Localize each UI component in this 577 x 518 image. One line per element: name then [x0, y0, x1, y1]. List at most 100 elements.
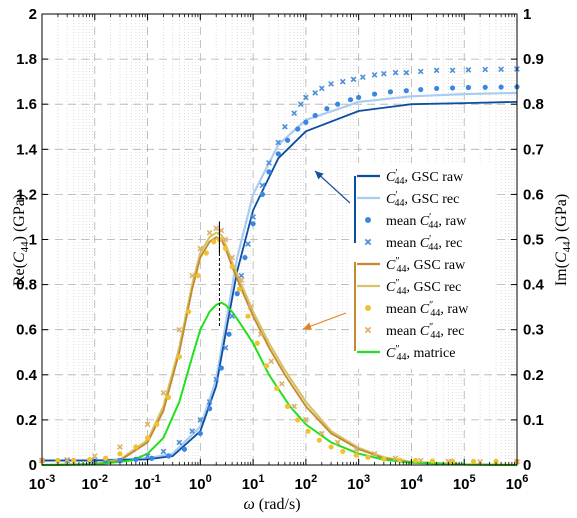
- data-point-storage_mean_raw: [347, 97, 354, 103]
- data-point-storage_mean_raw: [449, 85, 456, 91]
- data-point-storage_mean_raw: [149, 455, 155, 461]
- data-point-storage_mean_rec: [380, 70, 387, 77]
- y-right-tick-label: 0.7: [523, 141, 544, 158]
- data-point-loss_mean_rec: [206, 229, 213, 236]
- y-axis-right-label: Im(C44) (GPa): [553, 194, 573, 286]
- data-point-storage_mean_rec: [176, 439, 183, 446]
- data-point-storage_mean_rec: [433, 67, 440, 74]
- data-point-loss_mean_raw: [328, 444, 334, 450]
- data-point-storage_mean_rec: [206, 398, 213, 405]
- data-point-loss_mean_rec: [213, 225, 220, 232]
- data-point-storage_mean_raw: [403, 88, 409, 94]
- x-tick-label: 100: [189, 473, 212, 493]
- series-layer: [39, 66, 520, 467]
- data-point-storage_mean_rec: [392, 69, 399, 76]
- data-point-storage_mean_rec: [259, 182, 266, 189]
- data-point-storage_mean_rec: [303, 94, 309, 101]
- data-point-loss_mean_rec: [303, 417, 309, 423]
- data-point-loss_mean_rec: [197, 245, 204, 252]
- data-point-loss_mean_rec: [189, 272, 196, 279]
- series-line-matrice: [41, 301, 518, 466]
- data-point-loss_mean_raw: [429, 458, 436, 464]
- data-point-storage_mean_raw: [312, 112, 318, 119]
- legend-swatch-storage_mean_raw: [365, 217, 371, 223]
- x-tick-label: 10-3: [29, 473, 55, 493]
- data-point-loss_mean_raw: [470, 458, 477, 464]
- y-left-tick-label: 1.4: [16, 141, 38, 158]
- data-point-storage_mean_raw: [181, 446, 188, 452]
- data-point-storage_mean_raw: [303, 119, 309, 125]
- y-left-tick-label: 1.2: [16, 186, 37, 203]
- data-point-loss_mean_raw: [254, 340, 260, 346]
- x-tick-label: 10-2: [82, 473, 108, 493]
- data-point-storage_mean_raw: [234, 291, 240, 297]
- data-point-loss_mean_rec: [222, 236, 229, 243]
- y-left-tick-label: 2: [29, 6, 37, 23]
- data-point-storage_mean_raw: [418, 86, 424, 93]
- data-point-loss_mean_raw: [55, 457, 61, 464]
- data-point-storage_mean_rec: [222, 344, 229, 351]
- y-right-tick-label: 0.2: [523, 367, 544, 384]
- legend-label-storage_raw: C′ 44, GSC raw: [386, 168, 464, 187]
- data-point-loss_mean_rec: [176, 326, 183, 333]
- y-right-tick-label: 1: [523, 6, 531, 23]
- data-point-storage_mean_raw: [250, 221, 256, 227]
- data-point-loss_mean_raw: [263, 363, 270, 369]
- legend-label-storage_mean_rec: mean C′ 44, rec: [386, 234, 462, 253]
- legend: C′ 44, GSC raw C′ 44, GSC rec mean C′ 44, raw…: [350, 163, 495, 369]
- data-point-loss_mean_rec: [144, 421, 151, 428]
- legend-label-storage_mean_raw: mean C′ 44, raw: [386, 212, 467, 231]
- x-axis-label: ω (rad/s): [243, 496, 300, 513]
- data-point-storage_mean_raw: [197, 430, 203, 437]
- data-point-loss_mean_rec: [371, 450, 378, 457]
- data-point-loss_mean_rec: [334, 439, 341, 446]
- legend-label-matrice: C″ 44, matrice: [386, 344, 456, 363]
- series-line-loss_raw: [41, 236, 518, 466]
- data-point-loss_mean_raw: [203, 250, 209, 256]
- data-point-storage_mean_rec: [359, 74, 366, 81]
- y-left-tick-label: 0.6: [16, 322, 37, 339]
- data-point-loss_mean_raw: [353, 452, 359, 458]
- data-point-storage_mean_raw: [371, 91, 378, 97]
- legend-swatch-storage_mean_rec: [364, 238, 372, 246]
- data-point-storage_mean_rec: [229, 313, 235, 320]
- data-point-storage_mean_rec: [238, 272, 245, 279]
- annotations: [218, 170, 351, 330]
- data-point-storage_mean_raw: [207, 406, 213, 412]
- data-point-loss_mean_rec: [238, 277, 245, 283]
- data-point-loss_mean_rec: [353, 446, 360, 453]
- data-point-loss_mean_raw: [117, 451, 123, 457]
- data-point-loss_mean_rec: [64, 456, 71, 463]
- data-point-storage_mean_rec: [318, 85, 325, 92]
- data-point-storage_mean_raw: [335, 101, 341, 107]
- data-point-loss_mean_raw: [133, 444, 139, 450]
- arrow-storage-head: [315, 171, 324, 180]
- data-point-storage_mean_raw: [356, 94, 362, 101]
- x-tick-label: 101: [242, 473, 265, 493]
- data-point-loss_mean_raw: [165, 394, 172, 400]
- data-point-loss_mean_rec: [318, 430, 325, 437]
- data-point-storage_mean_raw: [324, 106, 330, 112]
- data-point-storage_mean_raw: [387, 89, 394, 95]
- y-right-tick-label: 0.6: [523, 186, 544, 203]
- data-point-storage_mean_raw: [482, 84, 488, 90]
- data-point-storage_mean_raw: [259, 191, 266, 197]
- data-point-loss_mean_raw: [176, 354, 182, 360]
- y-left-tick-label: 1.8: [16, 51, 37, 68]
- data-point-storage_mean_raw: [133, 456, 139, 462]
- y-right-tick-label: 0.5: [523, 232, 544, 249]
- data-point-loss_mean_rec: [392, 455, 399, 462]
- x-tick-label: 102: [294, 473, 317, 493]
- data-point-storage_mean_rec: [328, 81, 334, 87]
- data-point-loss_mean_rec: [278, 380, 285, 387]
- data-point-loss_mean_raw: [222, 245, 229, 252]
- data-point-storage_mean_raw: [498, 84, 504, 90]
- data-point-loss_mean_rec: [477, 458, 483, 465]
- series-line-storage_raw: [42, 101, 518, 462]
- data-point-storage_mean_rec: [339, 78, 346, 85]
- data-point-storage_mean_rec: [266, 159, 272, 166]
- data-point-loss_mean_raw: [154, 421, 160, 428]
- data-point-loss_mean_raw: [295, 417, 301, 423]
- data-point-loss_mean_rec: [445, 458, 452, 465]
